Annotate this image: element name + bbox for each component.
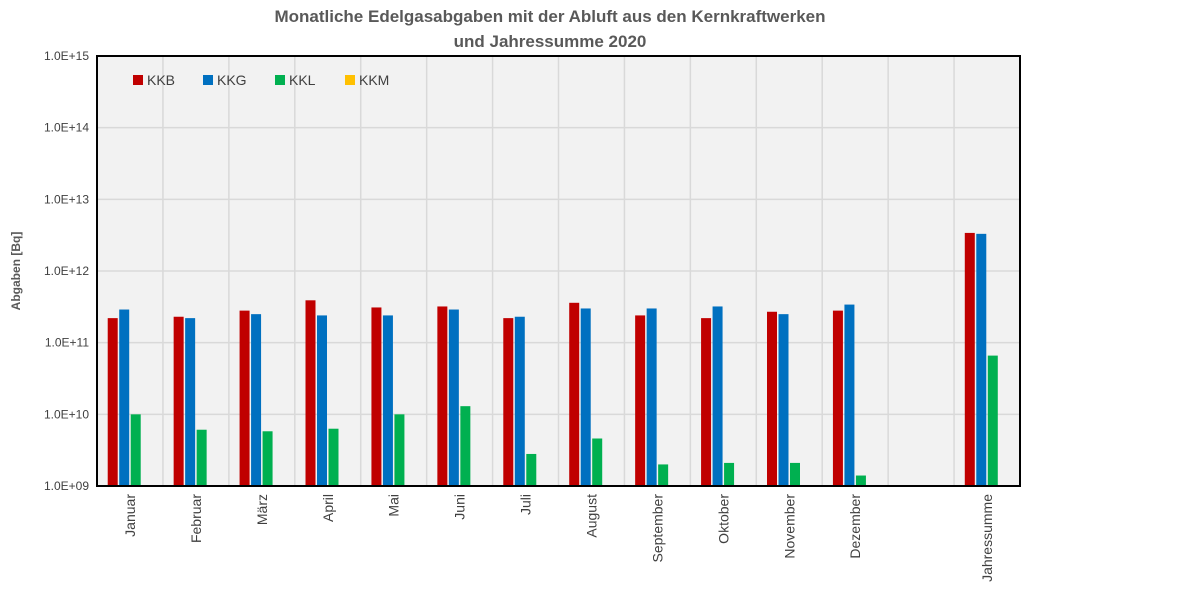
bar-kkb: [964, 232, 975, 486]
bar-kkl: [526, 453, 537, 486]
bar-kkb: [569, 302, 580, 486]
bar-kkg: [778, 314, 789, 486]
bar-kkg: [712, 306, 723, 486]
x-category-label: Juli: [518, 494, 534, 515]
bar-kkl: [658, 464, 669, 486]
bar-kkb: [503, 318, 514, 486]
bar-kkg: [251, 314, 262, 486]
bar-kkl: [855, 475, 866, 486]
bar-kkg: [646, 308, 657, 486]
x-category-label: November: [781, 494, 797, 559]
bar-kkg: [976, 233, 987, 486]
x-category-label: Dezember: [847, 494, 863, 559]
bar-kkb: [767, 311, 777, 486]
y-tick-label: 1.0E+12: [44, 264, 89, 278]
legend-swatch-kkg: [203, 75, 213, 85]
bar-kkb: [305, 300, 316, 486]
legend-swatch-kkm: [345, 75, 355, 85]
bar-kkl: [394, 414, 405, 486]
bar-kkb: [437, 306, 448, 486]
y-tick-label: 1.0E+11: [45, 336, 89, 350]
bar-kkb: [239, 310, 250, 486]
bar-kkg: [185, 318, 196, 486]
bar-kkg: [448, 309, 459, 486]
bar-kkg: [317, 315, 327, 486]
x-category-label: Juni: [452, 494, 468, 520]
chart-title: Monatliche Edelgasabgaben mit der Abluft…: [274, 7, 826, 26]
bar-kkb: [832, 310, 843, 486]
bar-kkg: [514, 316, 525, 486]
x-category-label: Mai: [386, 494, 402, 517]
x-category-label: September: [649, 494, 665, 563]
bar-kkl: [790, 462, 800, 486]
bar-kkl: [592, 438, 603, 486]
x-category-label: Januar: [122, 494, 138, 537]
y-tick-label: 1.0E+14: [44, 121, 89, 135]
x-category-label: April: [320, 494, 336, 522]
bar-kkl: [987, 355, 998, 486]
y-tick-label: 1.0E+10: [44, 407, 89, 421]
bar-kkl: [724, 462, 735, 486]
x-category-label: Februar: [188, 494, 204, 543]
y-axis-label: Abgaben [Bq]: [9, 232, 23, 311]
bar-kkb: [635, 315, 646, 486]
legend-label-kkm: KKM: [359, 72, 389, 88]
y-tick-label: 1.0E+13: [44, 192, 89, 206]
x-category-label: März: [254, 494, 270, 525]
legend-swatch-kkl: [275, 75, 285, 85]
bar-kkg: [382, 315, 393, 486]
bar-kkg: [844, 304, 855, 486]
bar-kkb: [107, 318, 118, 486]
bar-kkl: [262, 431, 273, 486]
bar-kkl: [460, 406, 471, 486]
bar-kkl: [196, 429, 207, 486]
plot-border: [96, 55, 1021, 487]
bar-kkb: [371, 307, 382, 486]
bar-kkl: [130, 414, 141, 486]
x-category-label: Oktober: [715, 494, 731, 544]
bar-kkl: [328, 428, 339, 486]
legend-label-kkl: KKL: [289, 72, 316, 88]
x-category-label: August: [583, 494, 599, 538]
y-tick-label: 1.0E+09: [44, 479, 89, 493]
chart-subtitle: und Jahressumme 2020: [453, 32, 647, 51]
bar-kkb: [173, 316, 184, 486]
x-category-label: Jahressumme: [979, 494, 995, 582]
bar-kkg: [580, 308, 591, 486]
chart-title-block: Monatliche Edelgasabgaben mit der Abluft…: [0, 4, 1100, 54]
bar-kkg: [119, 309, 130, 486]
legend-label-kkg: KKG: [217, 72, 247, 88]
legend-swatch-kkb: [133, 75, 143, 85]
bar-kkb: [701, 318, 712, 486]
y-tick-label: 1.0E+15: [44, 49, 89, 63]
legend-label-kkb: KKB: [147, 72, 175, 88]
